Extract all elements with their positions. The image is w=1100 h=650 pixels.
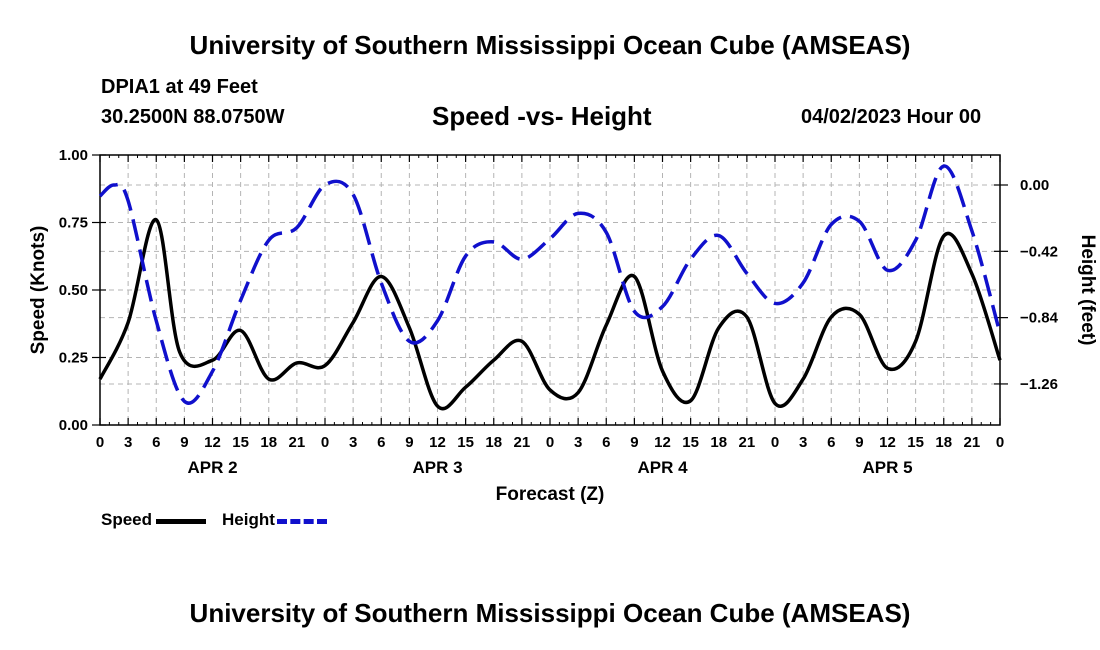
y-tick-label: 0.00 [59,417,88,434]
y-tick-label: 1.00 [59,147,88,164]
y2-tick-label: −1.26 [1020,376,1058,393]
x-tick-label: 0 [996,434,1004,451]
x-tick-label: 3 [574,434,582,451]
x-tick-label: 15 [232,434,249,451]
speed-height-chart: 0 3 6 9 12 15 18 21 0 3 6 9 12 15 18 21 0 3 6 9 12 15 18 21 0 3 6 9… [28,147,1098,505]
x-tick-label: 18 [485,434,502,451]
x-tick-label: 15 [907,434,924,451]
y-tick-label: 0.50 [59,282,88,299]
y-tick-label: 0.75 [59,215,88,232]
x-tick-label: 3 [799,434,807,451]
x-tick-label: 15 [457,434,474,451]
series-line-height [98,164,1002,405]
x-tick-label: 18 [935,434,952,451]
legend-item-speed: Speed [101,510,207,530]
x-tick-label: 6 [827,434,835,451]
x-tick-label: 18 [260,434,277,451]
x-tick-label: 9 [405,434,413,451]
footer-title: University of Southern Mississippi Ocean… [189,598,911,628]
station-label: DPIA1 at 49 Feet [101,76,258,98]
series-line-speed [98,218,1002,411]
x-tick-label: 12 [204,434,221,451]
y2-axis-title: Height (feet) [1077,235,1098,346]
x-tick-label: 12 [429,434,446,451]
day-label: APR 2 [187,458,237,477]
x-tick-label: 15 [682,434,699,451]
legend: Speed Height [101,508,327,532]
x-tick-label: 6 [152,434,160,451]
x-tick-label: 3 [124,434,132,451]
legend-speed-swatch [156,519,207,524]
coordinates-label: 30.2500N 88.0750W [101,106,285,128]
x-tick-label: 9 [855,434,863,451]
y2-tick-label: −0.42 [1020,243,1058,260]
x-tick-label: 12 [879,434,896,451]
x-tick-label: 12 [654,434,671,451]
x-axis-title: Forecast (Z) [496,484,605,505]
x-tick-label: 6 [602,434,610,451]
x-tick-label: 21 [964,434,981,451]
date-stamp: 04/02/2023 Hour 00 [801,106,982,128]
x-tick-label: 0 [771,434,779,451]
x-tick-label: 0 [546,434,554,451]
legend-height-swatch [276,519,327,524]
x-tick-label: 21 [514,434,531,451]
legend-speed-label: Speed [101,510,153,529]
chart-title: Speed -vs- Height [432,101,652,131]
day-label: APR 3 [412,458,462,477]
y2-tick-label: −0.84 [1020,310,1059,327]
x-tick-label: 6 [377,434,385,451]
x-tick-label: 3 [349,434,357,451]
legend-item-height: Height [222,510,327,530]
main-title: University of Southern Mississippi Ocean… [189,30,911,60]
x-tick-label: 9 [180,434,188,451]
legend-height-label: Height [222,510,275,529]
x-tick-label: 0 [96,434,104,451]
day-label: APR 4 [637,458,688,477]
x-tick-label: 21 [739,434,756,451]
day-label: APR 5 [862,458,912,477]
x-tick-label: 9 [630,434,638,451]
x-tick-label: 18 [710,434,727,451]
y-axis-title: Speed (Knots) [28,226,49,355]
y-tick-label: 0.25 [59,350,88,367]
y2-tick-label: 0.00 [1020,177,1049,194]
x-tick-label: 0 [321,434,329,451]
x-tick-label: 21 [289,434,306,451]
